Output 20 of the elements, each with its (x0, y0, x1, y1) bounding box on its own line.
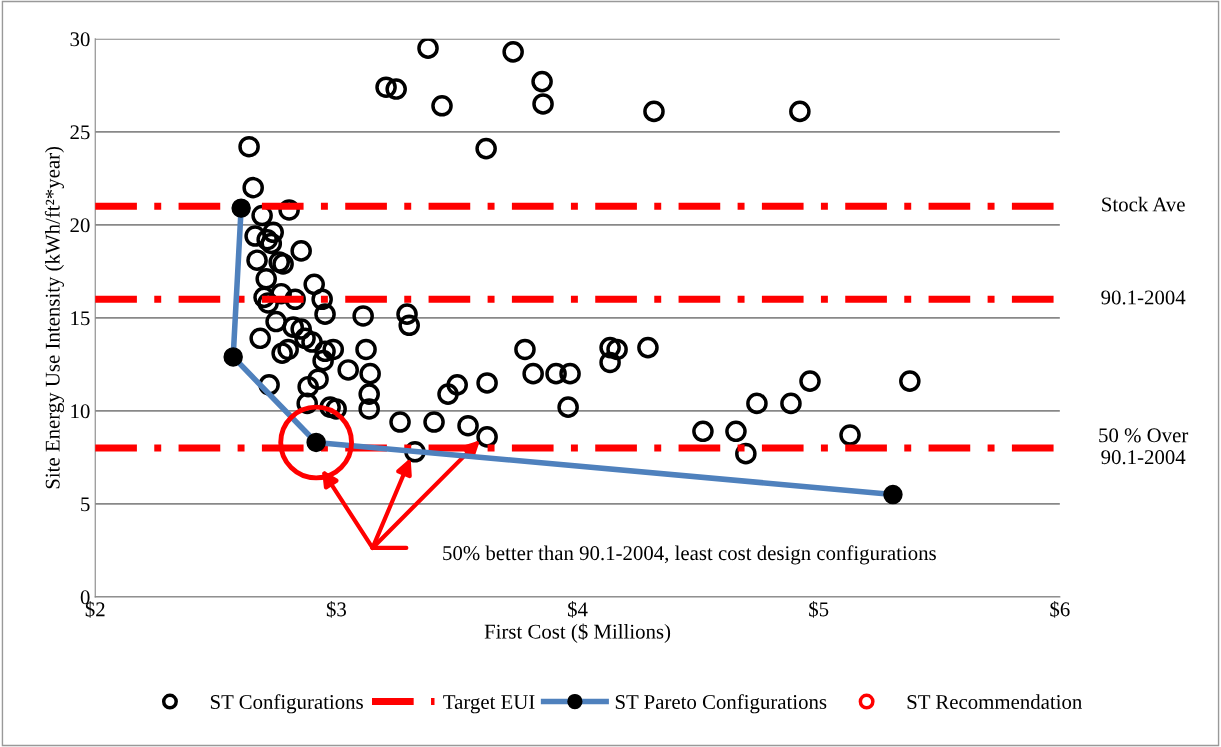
text: 90.1-2004 (1101, 290, 1186, 305)
y-tick-label: 5 (81, 497, 90, 512)
y-tick-label: 30 (70, 32, 90, 47)
legend-label: ST Configurations (210, 694, 363, 714)
x-tick-label: $5 (809, 601, 829, 618)
x-axis-title: First Cost ($ Millions) (484, 623, 671, 643)
legend-label: ST Pareto Configurations (615, 694, 827, 714)
legend-label: ST Recommendation (907, 694, 1082, 710)
text: 50 % Over 90.1-2004 (1099, 428, 1189, 465)
legend-label: Target EUI (443, 695, 535, 714)
y-tick-label: 20 (70, 218, 90, 233)
y-tick-label: 25 (70, 125, 90, 140)
x-tick-label: $4 (568, 601, 588, 618)
text: Stock Ave (1102, 196, 1185, 212)
y-tick-label: 15 (71, 311, 90, 326)
y-axis-title: Site Energy Use Intensity (kWh/ft²*year) (44, 146, 64, 489)
y-tick-label: 10 (71, 404, 90, 419)
annotation: 50% better than 90.1-2004, least cost design configurations (443, 545, 936, 565)
x-tick-label: $6 (1050, 601, 1070, 618)
x-tick-label: $3 (326, 601, 346, 618)
